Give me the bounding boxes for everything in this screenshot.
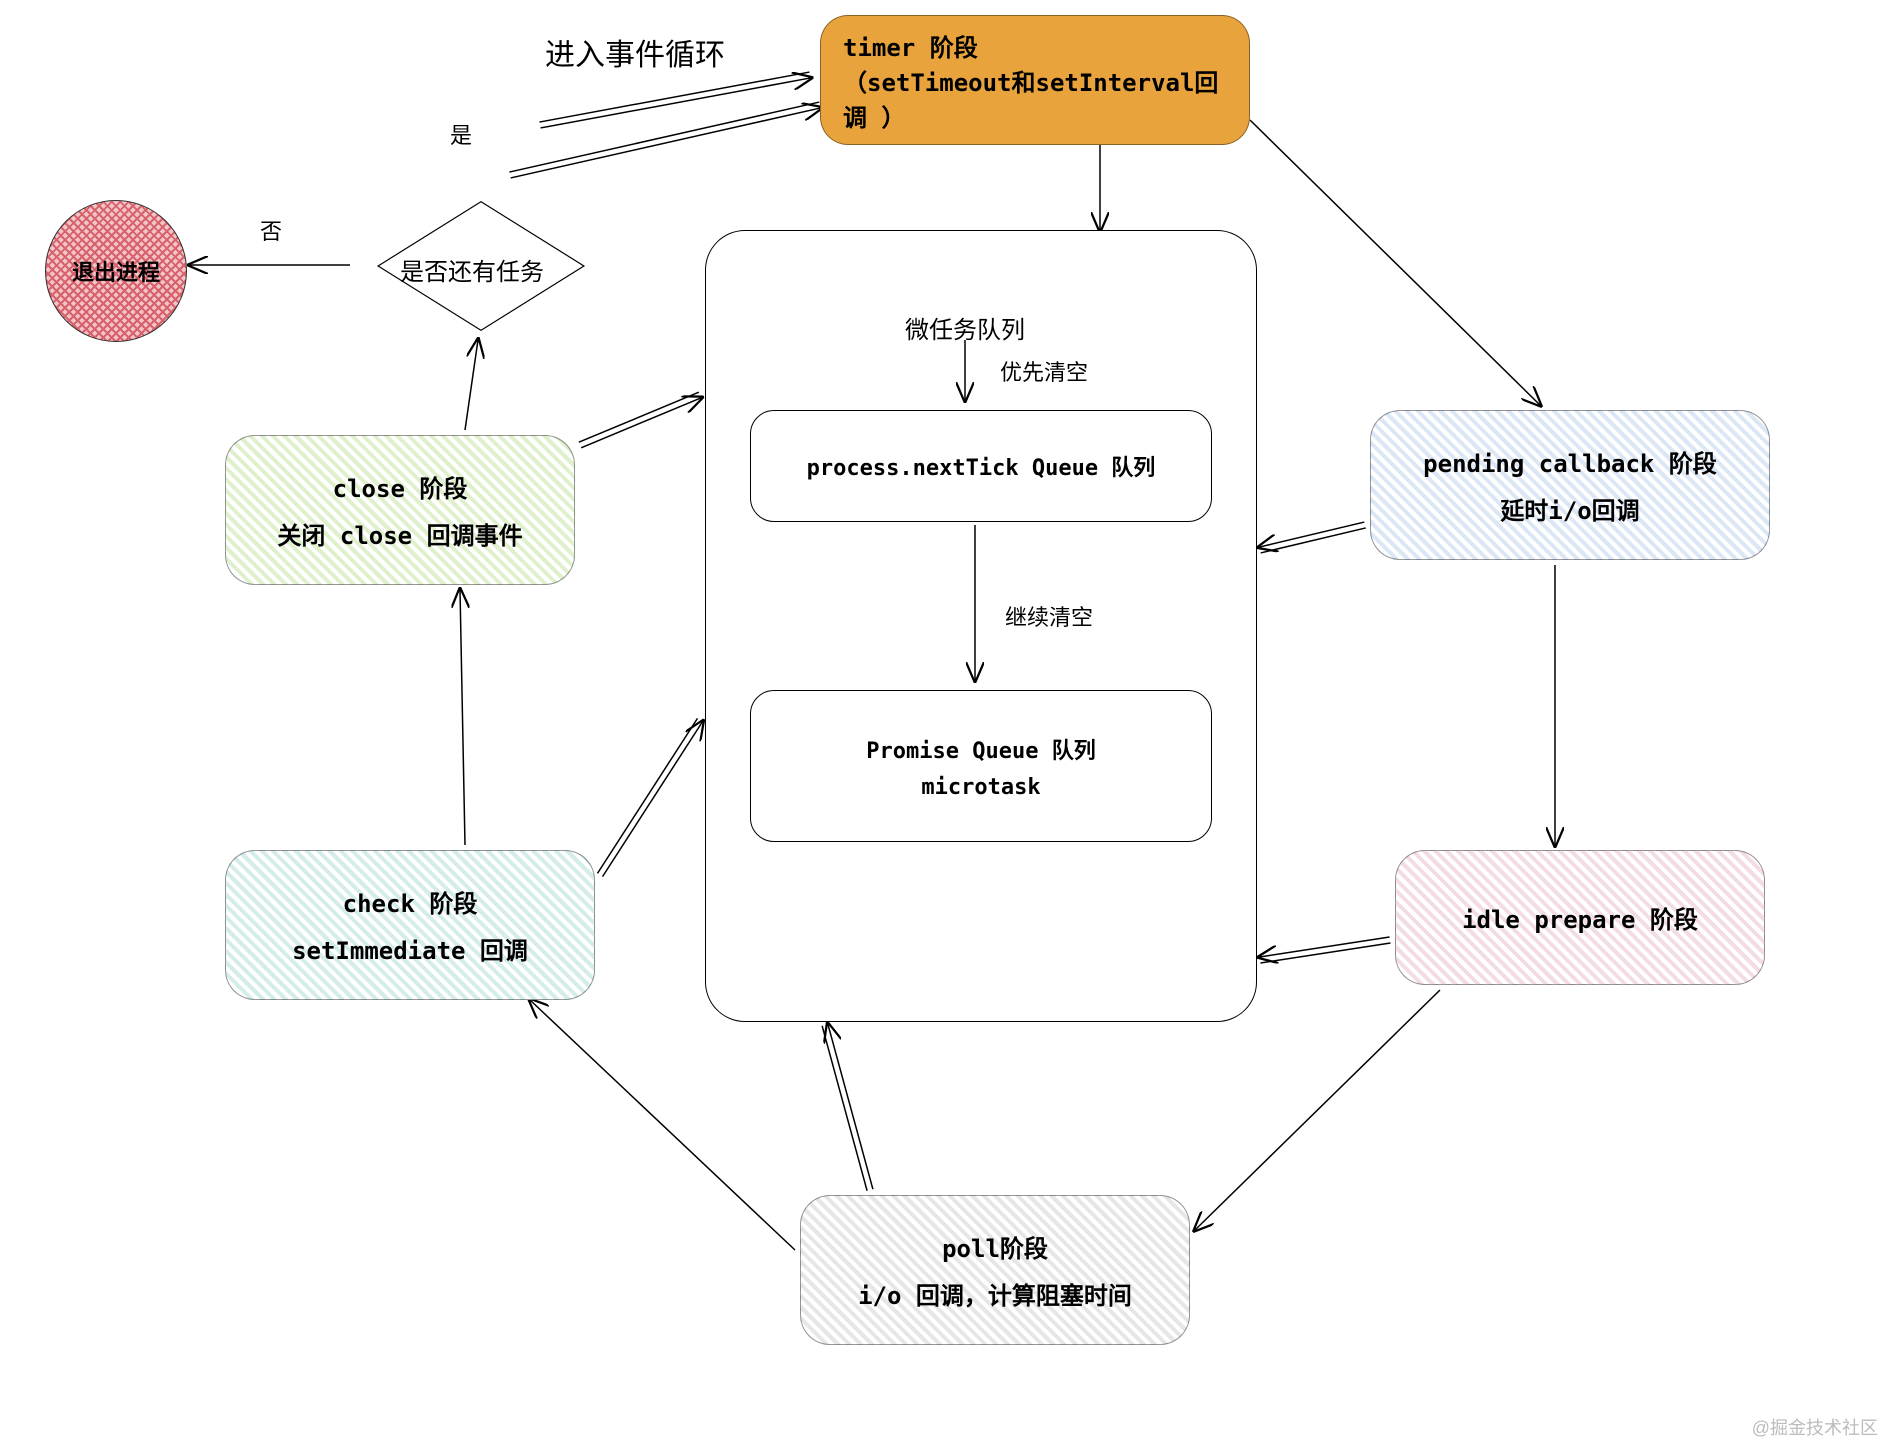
node-exit-label: 退出进程 <box>72 255 160 287</box>
node-close: close 阶段 关闭 close 回调事件 <box>225 435 575 585</box>
title: 进入事件循环 <box>545 30 725 74</box>
promise-box: Promise Queue 队列 microtask <box>750 690 1212 842</box>
promise-line2: microtask <box>921 775 1040 800</box>
priority-label: 优先清空 <box>1000 355 1088 387</box>
node-poll-line1: poll阶段 <box>942 1229 1048 1264</box>
promise-line1: Promise Queue 队列 <box>866 733 1095 765</box>
microtask-container <box>705 230 1257 1022</box>
node-pending-line1: pending callback 阶段 <box>1423 444 1717 479</box>
node-check-line2: setImmediate 回调 <box>292 931 528 966</box>
node-timer-line2: （setTimeout和setInterval回调 ） <box>843 63 1239 133</box>
node-timer-line1: timer 阶段 <box>843 28 978 63</box>
node-exit: 退出进程 <box>45 200 187 342</box>
node-decision-label: 是否还有任务 <box>400 252 544 287</box>
label-no: 否 <box>260 214 282 246</box>
node-check: check 阶段 setImmediate 回调 <box>225 850 595 1000</box>
node-check-line1: check 阶段 <box>343 884 478 919</box>
node-close-line1: close 阶段 <box>333 469 468 504</box>
node-idle-line1: idle prepare 阶段 <box>1462 900 1698 935</box>
node-pending: pending callback 阶段 延时i/o回调 <box>1370 410 1770 560</box>
watermark: @掘金技术社区 <box>1752 1414 1878 1440</box>
node-close-line2: 关闭 close 回调事件 <box>277 516 522 551</box>
node-idle: idle prepare 阶段 <box>1395 850 1765 985</box>
node-poll-line2: i/o 回调，计算阻塞时间 <box>858 1276 1132 1311</box>
node-poll: poll阶段 i/o 回调，计算阻塞时间 <box>800 1195 1190 1345</box>
continue-label: 继续清空 <box>1005 600 1093 632</box>
nexttick-label: process.nextTick Queue 队列 <box>807 450 1156 482</box>
label-yes: 是 <box>450 118 472 150</box>
nexttick-box: process.nextTick Queue 队列 <box>750 410 1212 522</box>
node-timer: timer 阶段 （setTimeout和setInterval回调 ） <box>820 15 1250 145</box>
microtask-header: 微任务队列 <box>905 310 1025 345</box>
node-pending-line2: 延时i/o回调 <box>1500 491 1639 526</box>
